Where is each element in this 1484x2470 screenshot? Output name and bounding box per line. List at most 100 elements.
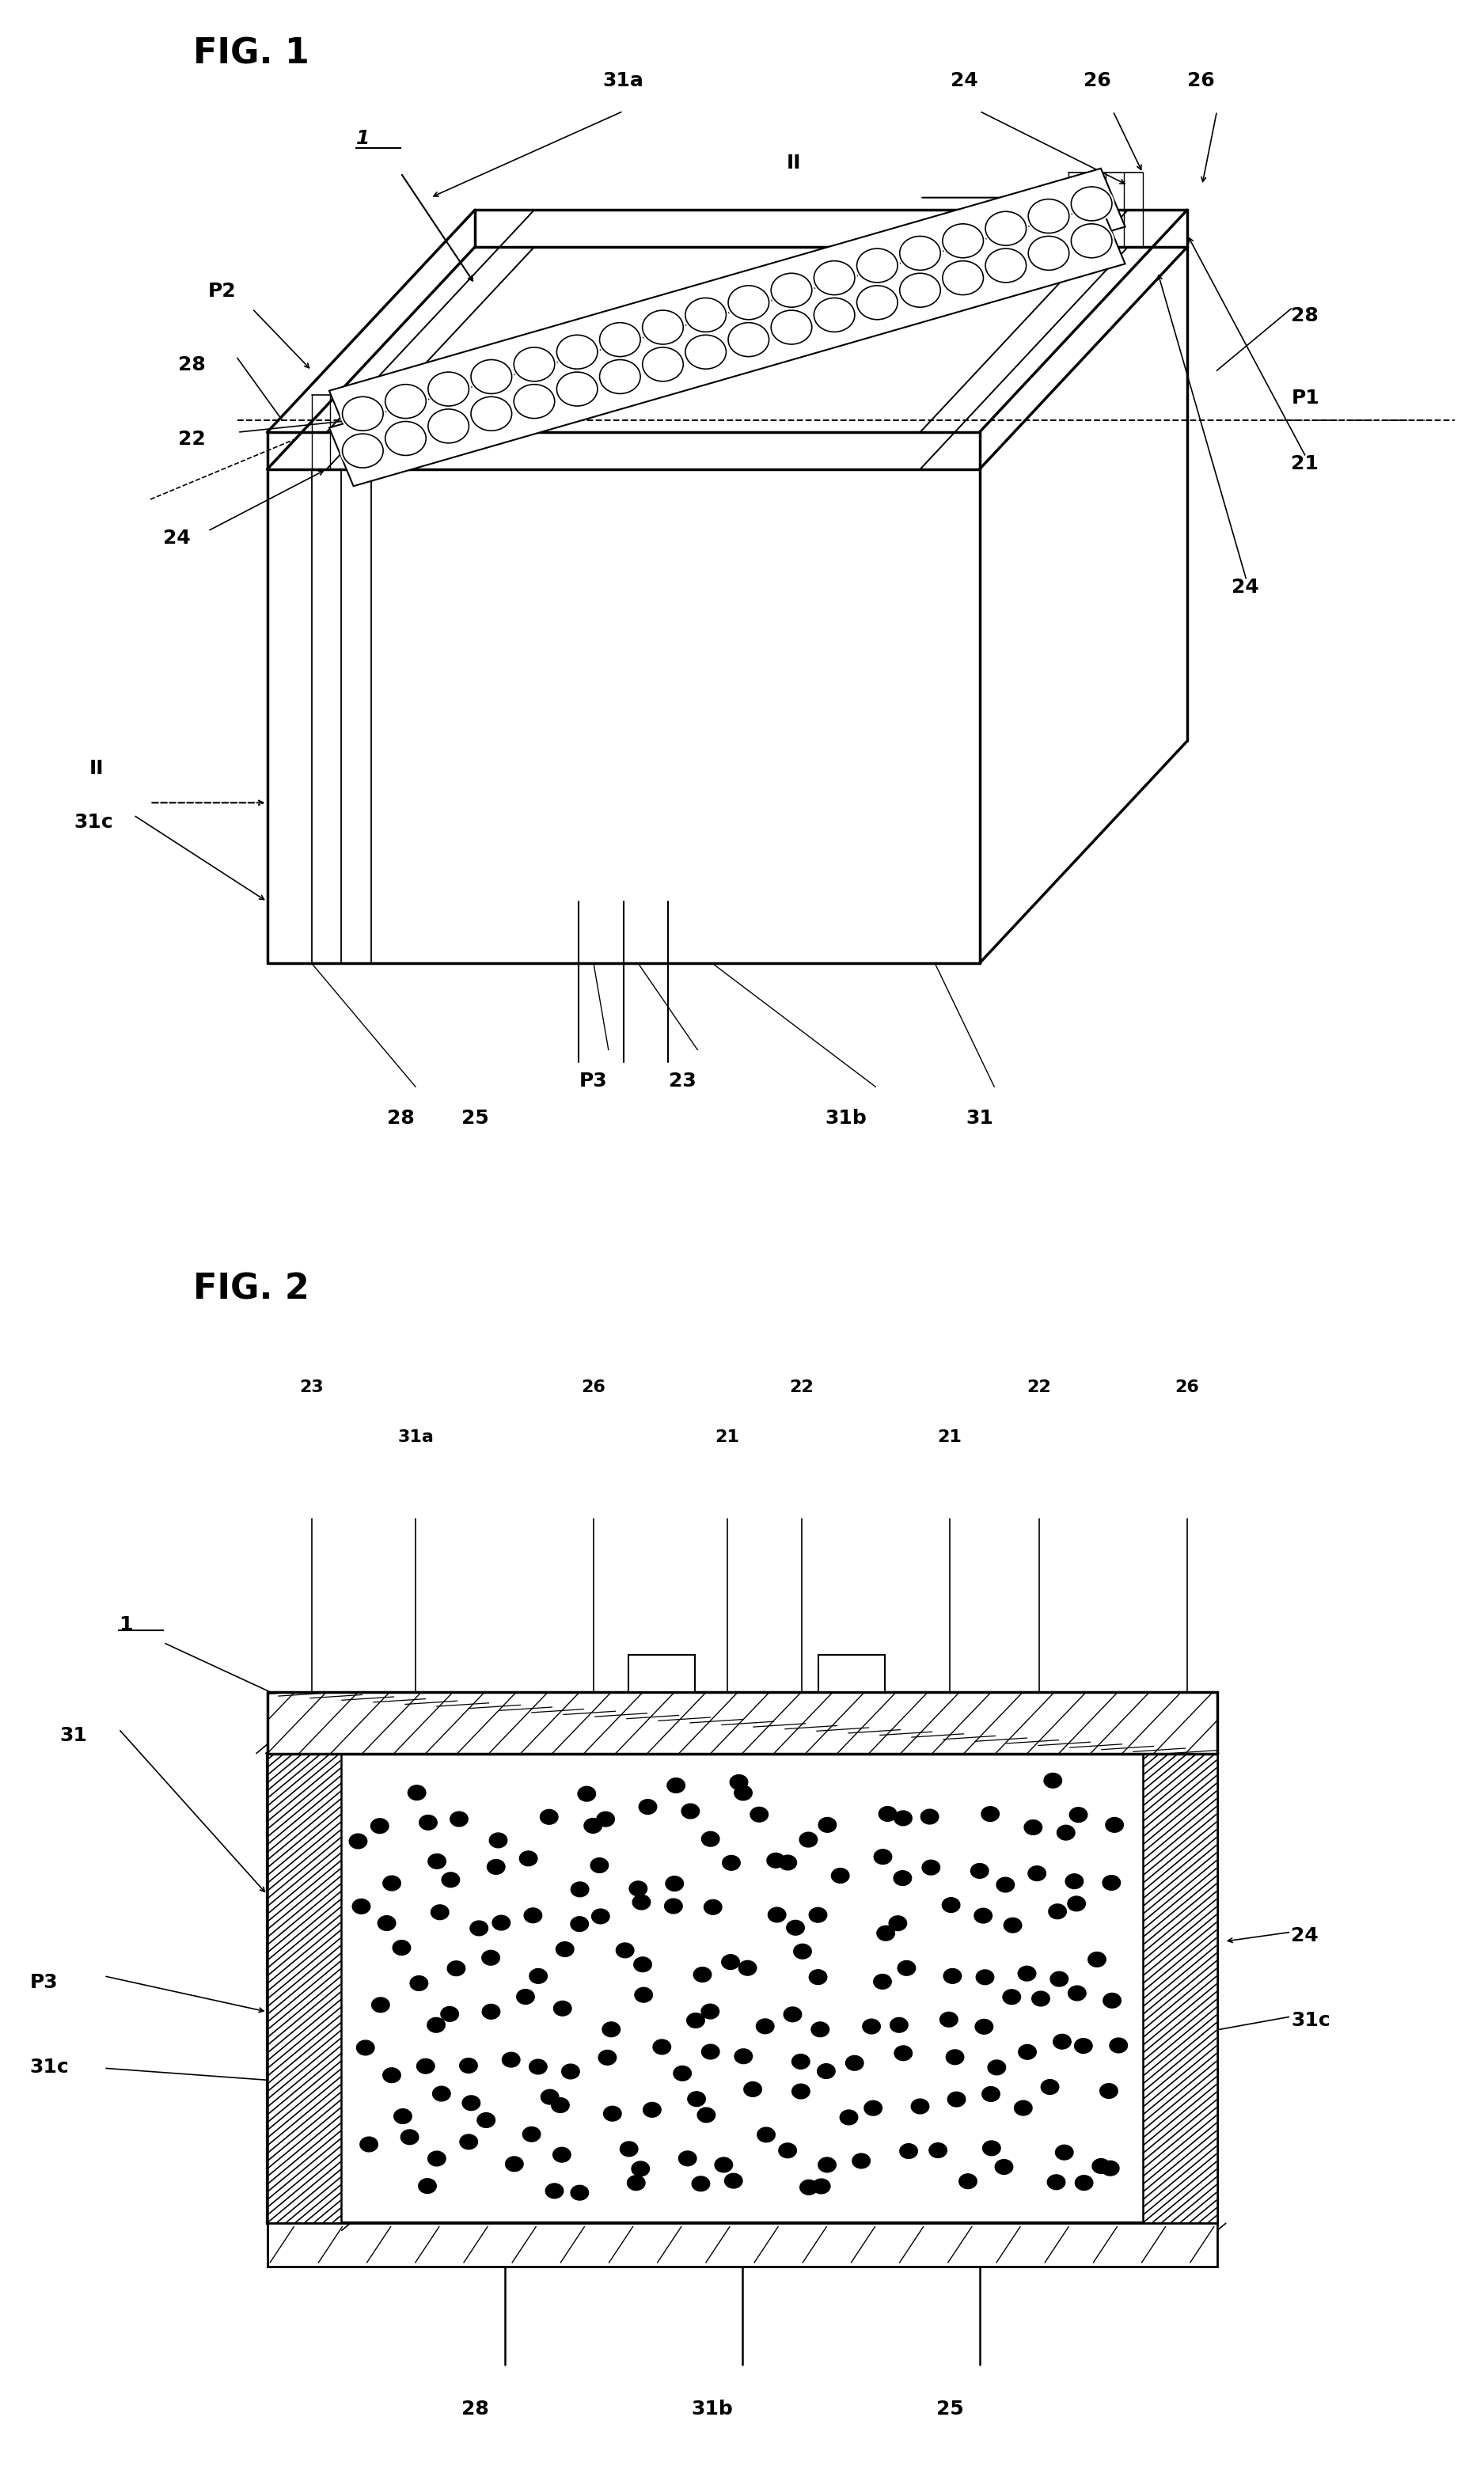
Circle shape [692,2176,709,2191]
Circle shape [846,2055,864,2070]
Circle shape [530,1969,548,1983]
Circle shape [757,2018,775,2033]
Circle shape [1024,1820,1042,1835]
Circle shape [855,284,899,321]
Circle shape [779,2144,797,2159]
Circle shape [922,1860,939,1875]
Circle shape [516,1988,534,2003]
Circle shape [418,2179,436,2193]
Circle shape [1003,1917,1021,1932]
Text: P3: P3 [579,1072,608,1092]
Circle shape [971,1862,988,1877]
Text: 21: 21 [715,1430,739,1445]
Circle shape [401,2129,418,2144]
Circle shape [1070,222,1114,259]
Circle shape [792,2085,810,2100]
Circle shape [427,2018,445,2033]
Circle shape [632,1894,650,1909]
Text: 28: 28 [462,2398,488,2418]
Circle shape [693,1966,711,1981]
Circle shape [684,296,729,333]
Circle shape [1057,1825,1074,1840]
Circle shape [383,420,427,457]
Circle shape [784,2008,801,2023]
Circle shape [470,1922,488,1936]
Circle shape [620,2141,638,2156]
Circle shape [604,2107,622,2122]
Text: 1: 1 [119,1615,132,1635]
Circle shape [1027,235,1071,272]
Circle shape [1031,1991,1049,2006]
Circle shape [635,1988,653,2003]
Circle shape [393,1941,411,1956]
Circle shape [945,2050,963,2065]
Circle shape [874,1850,892,1865]
Circle shape [996,1877,1014,1892]
Circle shape [598,2050,616,2065]
Circle shape [665,1899,683,1914]
Circle shape [743,2082,761,2097]
Circle shape [417,2060,435,2075]
Circle shape [641,346,686,383]
Text: 26: 26 [1083,72,1112,91]
Circle shape [554,2146,571,2161]
Text: 31: 31 [966,1109,993,1129]
Circle shape [427,1855,445,1870]
Circle shape [800,2181,818,2196]
Text: 31b: 31b [692,2398,733,2418]
Circle shape [735,2050,752,2065]
Text: 28: 28 [1291,306,1319,326]
Circle shape [895,1811,913,1825]
Circle shape [561,2065,579,2080]
Circle shape [723,1855,741,1870]
Circle shape [769,309,813,346]
Circle shape [726,321,770,358]
Circle shape [703,1899,721,1914]
Circle shape [726,284,770,321]
Circle shape [942,1897,960,1912]
Circle shape [482,1951,500,1966]
Circle shape [512,383,556,420]
Text: P1: P1 [1291,388,1319,408]
Circle shape [597,1811,614,1825]
Circle shape [681,1803,699,1818]
Circle shape [929,2144,947,2159]
Circle shape [739,1961,757,1976]
Circle shape [408,1786,426,1801]
Circle shape [1070,1808,1088,1823]
Circle shape [819,1818,837,1833]
Circle shape [519,1850,537,1865]
Circle shape [666,1877,684,1892]
Circle shape [757,2127,775,2141]
Circle shape [809,1969,827,1983]
Circle shape [787,1919,804,1934]
Circle shape [371,1818,389,1833]
Text: 31a: 31a [603,72,644,91]
Circle shape [585,1818,603,1833]
Circle shape [512,346,556,383]
Text: 31: 31 [59,1727,88,1746]
Circle shape [383,1875,401,1890]
Circle shape [959,2174,976,2188]
Circle shape [715,2156,733,2171]
Circle shape [877,1927,895,1941]
Circle shape [493,1914,510,1929]
Circle shape [769,272,813,309]
Circle shape [530,2060,548,2075]
Circle shape [371,1998,389,2013]
Circle shape [598,321,643,358]
Circle shape [721,1954,739,1969]
Circle shape [1048,2174,1066,2188]
Text: P3: P3 [30,1974,58,1993]
Circle shape [941,222,985,259]
Circle shape [702,2045,720,2060]
Circle shape [571,1917,589,1932]
Circle shape [598,358,643,395]
Circle shape [862,2018,880,2033]
Circle shape [603,2023,620,2038]
Circle shape [628,2176,646,2191]
Text: 31c: 31c [74,813,114,832]
Circle shape [653,2040,671,2055]
Circle shape [1067,1897,1085,1912]
Circle shape [634,1956,651,1971]
